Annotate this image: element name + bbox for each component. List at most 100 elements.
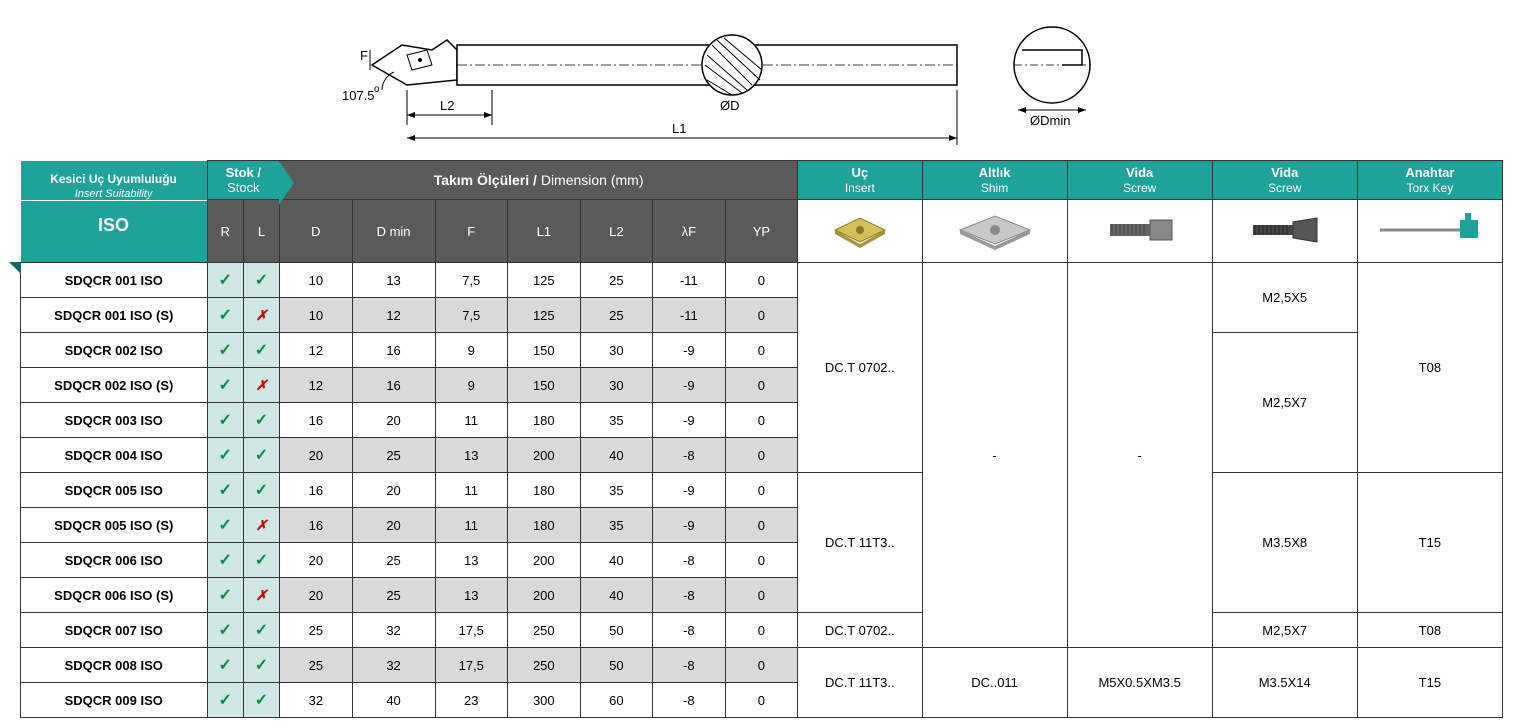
l1-label: L1 [672,121,686,136]
dim-yp: 0 [725,333,798,368]
stock-r: ✓ [207,438,243,473]
screw2-cell: M2,5X7 [1212,613,1357,648]
dim-dmin: 16 [352,368,435,403]
insert-cell: DC.T 11T3.. [798,648,922,718]
col-l1: L1 [508,200,581,263]
dim-lf: -8 [653,578,726,613]
stock-l: ✓ [243,613,279,648]
col-l2: L2 [580,200,653,263]
dim-l1: 125 [508,298,581,333]
dim-f: 13 [435,438,508,473]
col-f: F [435,200,508,263]
screw2-cell: M3.5X14 [1212,648,1357,718]
dim-dmin: 13 [352,263,435,298]
dim-l2: 30 [580,333,653,368]
dim-dmin: 32 [352,613,435,648]
col-l: L [243,200,279,263]
screw2-cell: M2,5X7 [1212,333,1357,473]
screw2-header: VidaScrew [1212,161,1357,200]
table-row: SDQCR 001 ISO✓✓10137,512525-110DC.T 0702… [21,263,1503,298]
shim-cell: DC..011 [922,648,1067,718]
dim-d: 25 [280,648,353,683]
dim-dmin: 20 [352,473,435,508]
stock-r: ✓ [207,683,243,718]
stock-label-tr: Stok / [226,165,261,180]
stock-l: ✓ [243,543,279,578]
dim-l2: 40 [580,543,653,578]
iso-cell: SDQCR 008 ISO [21,648,208,683]
key-cell: T15 [1357,473,1502,613]
dim-l1: 200 [508,543,581,578]
iso-cell: SDQCR 009 ISO [21,683,208,718]
dim-f: 11 [435,473,508,508]
dim-f: 7,5 [435,263,508,298]
dim-dmin: 20 [352,508,435,543]
dim-l1: 150 [508,333,581,368]
dim-dmin: 32 [352,648,435,683]
key-cell: T08 [1357,263,1502,473]
iso-cell: SDQCR 006 ISO [21,543,208,578]
dim-lf: -8 [653,683,726,718]
dim-yp: 0 [725,543,798,578]
stock-l: ✓ [243,263,279,298]
dim-yp: 0 [725,613,798,648]
dim-dmin: 20 [352,403,435,438]
insert-header: UçInsert [798,161,922,200]
dim-l2: 30 [580,368,653,403]
dim-l1: 150 [508,368,581,403]
stock-r: ✓ [207,403,243,438]
iso-header-title: Kesici Uç Uyumluluğu [21,172,207,188]
dim-lf: -9 [653,403,726,438]
iso-cell: SDQCR 001 ISO [21,263,208,298]
dim-f: 23 [435,683,508,718]
dim-l2: 25 [580,298,653,333]
dim-yp: 0 [725,578,798,613]
key-header: AnahtarTorx Key [1357,161,1502,200]
iso-header-label: ISO [21,200,207,250]
iso-cell: SDQCR 007 ISO [21,613,208,648]
stock-label-en: Stock [227,180,260,195]
table-row: SDQCR 008 ISO✓✓253217,525050-80DC.T 11T3… [21,648,1503,683]
dim-dmin: 25 [352,578,435,613]
dim-d: 16 [280,473,353,508]
insert-cell: DC.T 11T3.. [798,473,922,613]
dim-l1: 250 [508,613,581,648]
dim-d: 20 [280,578,353,613]
stock-r: ✓ [207,333,243,368]
dim-dmin: 25 [352,543,435,578]
screw1-image [1067,200,1212,263]
screw1-cell: M5X0.5XM3.5 [1067,648,1212,718]
stock-l: ✓ [243,403,279,438]
insert-cell: DC.T 0702.. [798,613,922,648]
dim-lf: -8 [653,543,726,578]
stock-l: ✗ [243,298,279,333]
dim-l2: 35 [580,473,653,508]
dim-yp: 0 [725,368,798,403]
dim-lf: -8 [653,438,726,473]
dim-l1: 200 [508,438,581,473]
dim-lf: -8 [653,648,726,683]
dim-l1: 300 [508,683,581,718]
dim-label-en: Dimension (mm) [541,172,644,188]
dim-d: 20 [280,438,353,473]
dim-yp: 0 [725,648,798,683]
insert-image [798,200,922,263]
stock-r: ✓ [207,473,243,508]
col-lf: λF [653,200,726,263]
dim-f: 13 [435,543,508,578]
iso-cell: SDQCR 005 ISO [21,473,208,508]
dim-l2: 60 [580,683,653,718]
f-label: F [360,48,368,63]
screw2-cell: M3.5X8 [1212,473,1357,613]
stock-r: ✓ [207,298,243,333]
dim-l2: 40 [580,578,653,613]
stock-header: Stok / Stock [207,161,280,200]
dim-lf: -11 [653,298,726,333]
dim-lf: -9 [653,368,726,403]
dim-yp: 0 [725,403,798,438]
shim-cell: - [922,263,1067,648]
dim-yp: 0 [725,508,798,543]
dim-d: 16 [280,508,353,543]
stock-l: ✓ [243,648,279,683]
dim-yp: 0 [725,298,798,333]
